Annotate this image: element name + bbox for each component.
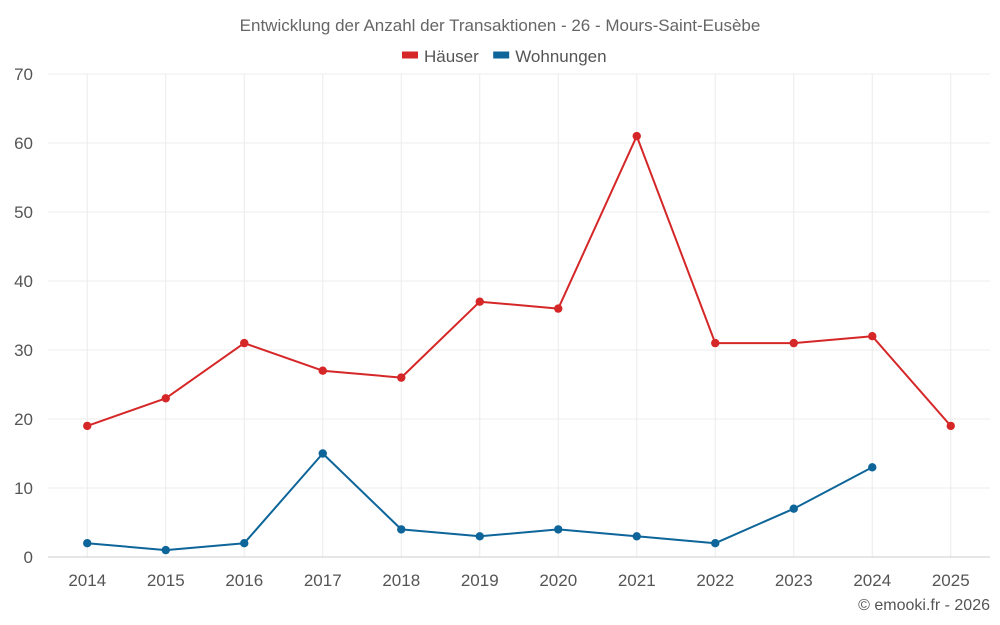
y-tick-label: 60 — [14, 134, 33, 153]
legend: Häuser Wohnungen — [402, 47, 607, 66]
data-point — [632, 131, 641, 141]
data-point — [868, 332, 877, 341]
y-tick-label: 10 — [14, 479, 33, 498]
credit-text: © emooki.fr - 2026 — [858, 597, 990, 614]
x-tick-label: 2018 — [382, 571, 420, 590]
legend-label: Wohnungen — [515, 47, 606, 66]
x-tick-label: 2015 — [147, 571, 185, 590]
y-axis-ticks: 0 10 20 30 40 50 60 70 — [14, 65, 33, 567]
chart-title: Entwicklung der Anzahl der Transaktionen… — [240, 16, 761, 35]
data-point — [868, 463, 877, 472]
x-tick-label: 2020 — [539, 571, 577, 590]
x-tick-label: 2023 — [775, 571, 813, 590]
legend-swatch — [493, 51, 510, 59]
y-tick-label: 30 — [14, 341, 33, 360]
grid — [48, 73, 990, 558]
data-point — [397, 525, 406, 534]
data-point — [711, 338, 720, 348]
data-point — [240, 539, 249, 548]
legend-label: Häuser — [424, 47, 479, 66]
data-point — [161, 545, 170, 555]
y-tick-label: 70 — [14, 65, 33, 84]
x-tick-label: 2016 — [225, 571, 263, 590]
data-point — [83, 421, 92, 431]
series-layer — [83, 131, 955, 555]
x-tick-label: 2025 — [932, 571, 970, 590]
data-point — [240, 338, 249, 348]
x-tick-label: 2022 — [696, 571, 734, 590]
data-point — [632, 532, 641, 541]
data-point — [83, 539, 92, 548]
data-point — [789, 504, 798, 513]
x-tick-label: 2021 — [618, 571, 656, 590]
data-point — [711, 539, 720, 548]
y-tick-label: 50 — [14, 203, 33, 222]
series-0 — [83, 131, 955, 431]
series-line — [86, 135, 952, 427]
x-tick-label: 2024 — [853, 571, 891, 590]
y-tick-label: 20 — [14, 410, 33, 429]
legend-item-0: Häuser — [402, 47, 479, 66]
data-point — [397, 373, 406, 382]
data-point — [475, 297, 484, 306]
y-tick-label: 40 — [14, 272, 33, 291]
data-point — [789, 338, 798, 348]
x-axis-ticks: 2014 2015 2016 2017 2018 2019 2020 2021 2022 2023… — [68, 571, 969, 590]
data-point — [161, 394, 170, 403]
data-point — [318, 366, 327, 375]
data-point — [318, 449, 327, 458]
x-tick-label: 2014 — [68, 571, 106, 590]
legend-swatch — [402, 51, 418, 59]
legend-item-1: Wohnungen — [493, 47, 607, 66]
data-point — [475, 532, 484, 541]
x-tick-label: 2017 — [304, 571, 342, 590]
data-point — [554, 304, 563, 313]
data-point — [946, 421, 955, 431]
data-point — [554, 525, 563, 534]
x-tick-label: 2019 — [461, 571, 499, 590]
series-1 — [83, 449, 877, 555]
y-tick-label: 0 — [24, 548, 33, 567]
